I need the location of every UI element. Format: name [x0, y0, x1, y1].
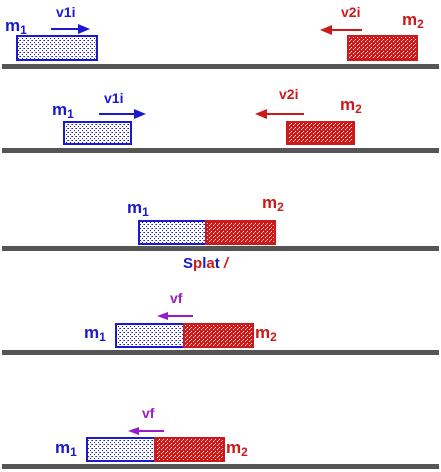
- panel-combined-moving-2: m1 m2 vf: [2, 405, 439, 469]
- label-m1: m1: [55, 438, 77, 459]
- block-m2: [347, 35, 418, 61]
- left-arrow-icon: [128, 427, 164, 435]
- panel-approach-near: m1 m2 v1i v2i: [2, 86, 439, 153]
- track: [2, 350, 439, 355]
- label-v2i: v2i: [279, 86, 298, 102]
- label-m2: m2: [226, 438, 248, 459]
- right-arrow-icon: [51, 24, 90, 34]
- label-m1: m1: [127, 198, 149, 219]
- block-m1: [86, 437, 156, 462]
- label-vf: vf: [170, 290, 183, 306]
- label-m1: m1: [84, 323, 106, 344]
- block-m1: [16, 35, 98, 61]
- block-m2: [154, 437, 225, 462]
- left-arrow-icon: [255, 109, 304, 119]
- track: [2, 246, 439, 251]
- right-arrow-icon: [99, 109, 146, 119]
- label-m2: m2: [402, 10, 424, 31]
- label-m2: m2: [255, 323, 277, 344]
- left-arrow-icon: [157, 312, 193, 320]
- splat-label: Splat /: [183, 255, 230, 272]
- block-m1: [63, 121, 132, 145]
- block-m1: [115, 323, 185, 348]
- panel-collision: m1 m2 Splat /: [2, 193, 439, 272]
- block-m2: [205, 220, 276, 245]
- label-v1i: v1i: [104, 90, 123, 106]
- track: [2, 64, 439, 69]
- label-m1: m1: [5, 16, 27, 37]
- label-m2: m2: [262, 193, 284, 214]
- track: [2, 148, 439, 153]
- panel-approach-far: m1 m2 v1i v2i: [2, 4, 439, 69]
- label-m2: m2: [340, 95, 362, 116]
- label-v2i: v2i: [341, 4, 360, 20]
- block-m2: [183, 323, 254, 348]
- label-vf: vf: [142, 405, 155, 421]
- label-m1: m1: [52, 100, 74, 121]
- label-v1i: v1i: [56, 4, 75, 20]
- track: [2, 464, 439, 469]
- block-m2: [286, 121, 355, 145]
- left-arrow-icon: [320, 25, 362, 35]
- panel-combined-moving-1: m1 m2 vf: [2, 290, 439, 355]
- block-m1: [138, 220, 207, 245]
